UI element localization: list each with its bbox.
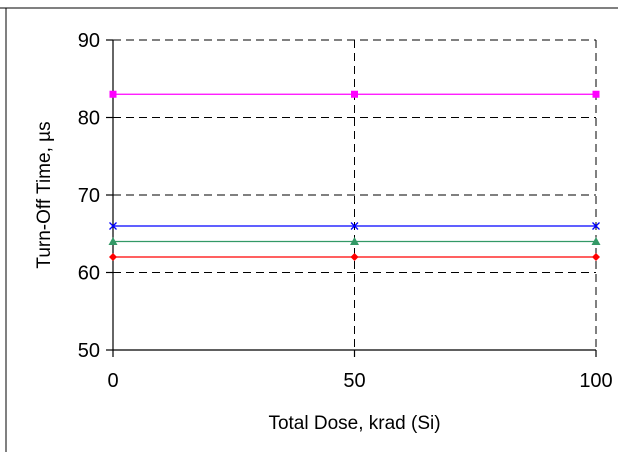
axes: [106, 39, 597, 357]
data-point-square: [109, 90, 117, 98]
data-point-diamond: [592, 253, 600, 261]
gridlines: [113, 39, 597, 350]
y-tick-label: 90: [78, 30, 100, 52]
data-point-triangle: [108, 237, 118, 245]
series-4: [109, 253, 600, 261]
data-point-x: [350, 222, 359, 230]
chart-frame: [0, 7, 618, 452]
series-3: [108, 237, 601, 245]
y-tick-label: 50: [78, 340, 100, 362]
y-tick-label: 60: [78, 263, 100, 285]
series-layer: [108, 90, 601, 261]
y-tick-label: 80: [78, 108, 100, 130]
x-tick-label: 50: [343, 370, 365, 392]
data-point-square: [351, 90, 358, 98]
data-point-triangle: [350, 237, 359, 245]
x-tick-label: 0: [107, 370, 118, 392]
data-point-diamond: [350, 253, 359, 261]
x-axis-title: Total Dose, krad (Si): [268, 413, 440, 434]
y-tick-label: 70: [78, 185, 100, 207]
data-point-square: [592, 90, 600, 98]
data-point-diamond: [109, 253, 117, 261]
x-tick-label: 100: [579, 370, 612, 392]
series-2: [109, 222, 600, 230]
y-axis-title: Turn-Off Time, µs: [34, 121, 55, 268]
series-1: [109, 90, 600, 98]
tick-labels: 50 60 70 80 90 0 50 100: [78, 30, 613, 392]
data-point-x: [592, 222, 600, 230]
data-point-x: [109, 222, 117, 230]
data-point-triangle: [591, 237, 601, 245]
